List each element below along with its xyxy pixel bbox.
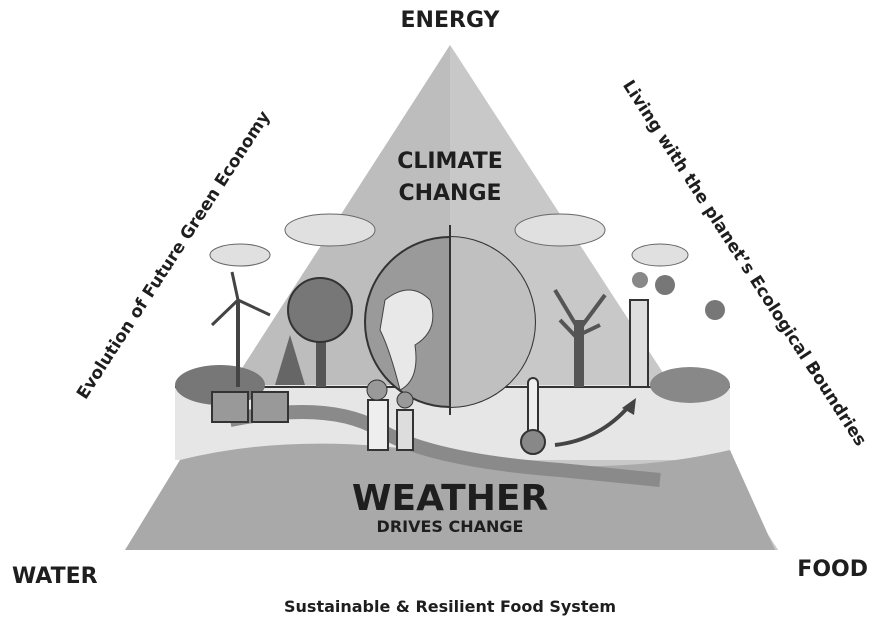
corner-right: FOOD (797, 557, 868, 582)
subheadline: DRIVES CHANGE (377, 517, 524, 536)
footer: Sustainable & Resilient Food System (284, 597, 616, 616)
corner-left: WATER (12, 564, 98, 589)
corner-top: ENERGY (401, 8, 501, 33)
diagram: ENERGY WATER FOOD CLIMATE CHANGE WEATHER… (0, 0, 875, 624)
title-line: CHANGE (398, 181, 501, 206)
headline: WEATHER (352, 478, 548, 519)
title-line: CLIMATE (397, 149, 503, 174)
